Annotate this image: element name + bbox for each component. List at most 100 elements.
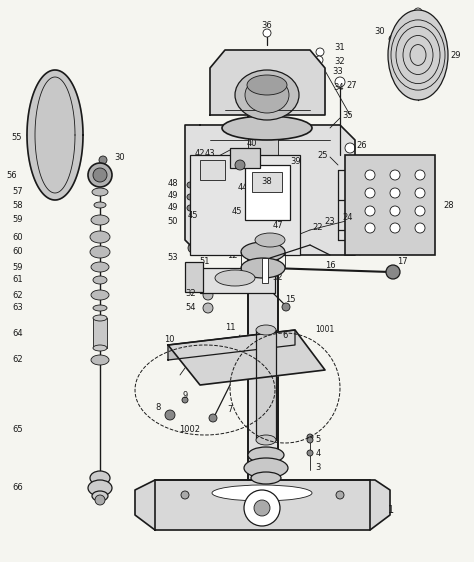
Text: 49: 49: [167, 192, 178, 201]
Bar: [256, 330, 276, 440]
Polygon shape: [168, 330, 325, 385]
Text: 27: 27: [346, 80, 357, 89]
Circle shape: [389, 35, 397, 43]
Text: 18: 18: [245, 265, 255, 274]
Circle shape: [307, 450, 313, 456]
Ellipse shape: [93, 276, 107, 284]
Bar: [248, 105, 278, 480]
Ellipse shape: [88, 163, 112, 187]
Text: 34: 34: [333, 83, 344, 92]
Text: 10: 10: [164, 336, 175, 345]
Circle shape: [316, 68, 324, 76]
Text: 4: 4: [315, 448, 320, 457]
Circle shape: [235, 160, 245, 170]
Ellipse shape: [93, 305, 107, 311]
Ellipse shape: [241, 242, 285, 262]
Text: 7: 7: [228, 406, 233, 415]
Text: 55: 55: [12, 133, 22, 142]
Text: 62: 62: [13, 291, 23, 300]
Text: 43: 43: [205, 148, 215, 157]
Text: 46: 46: [257, 210, 267, 219]
Text: 30: 30: [374, 28, 385, 37]
Text: 6: 6: [282, 330, 287, 339]
Ellipse shape: [91, 215, 109, 225]
Text: 16: 16: [325, 261, 335, 270]
Circle shape: [307, 434, 313, 440]
Text: 22: 22: [313, 224, 323, 233]
Circle shape: [365, 223, 375, 233]
Circle shape: [254, 500, 270, 516]
Text: 3: 3: [315, 464, 321, 473]
Text: 25: 25: [318, 151, 328, 160]
Text: 36: 36: [262, 21, 273, 30]
Ellipse shape: [228, 351, 252, 365]
Text: 38: 38: [262, 178, 273, 187]
Text: 9: 9: [182, 391, 188, 400]
Circle shape: [390, 170, 400, 180]
Text: 28: 28: [443, 201, 454, 210]
Text: 45: 45: [188, 211, 198, 220]
Text: 19: 19: [253, 230, 263, 239]
Ellipse shape: [215, 270, 255, 286]
Ellipse shape: [256, 435, 276, 445]
Circle shape: [415, 170, 425, 180]
Circle shape: [415, 188, 425, 198]
Ellipse shape: [94, 202, 106, 208]
Text: 41: 41: [250, 157, 260, 166]
Bar: [252, 172, 282, 192]
Ellipse shape: [235, 70, 299, 120]
Circle shape: [390, 188, 400, 198]
Circle shape: [188, 243, 198, 253]
Circle shape: [365, 188, 375, 198]
Text: 45: 45: [232, 207, 242, 216]
Ellipse shape: [90, 471, 110, 485]
Ellipse shape: [93, 315, 107, 321]
Text: 1002: 1002: [180, 425, 201, 434]
Text: 2): 2): [249, 451, 258, 460]
Text: 60: 60: [13, 233, 23, 242]
Text: 33: 33: [332, 67, 343, 76]
Circle shape: [365, 206, 375, 216]
Text: 29: 29: [450, 51, 461, 60]
Ellipse shape: [241, 258, 285, 278]
Text: 54: 54: [185, 303, 196, 312]
Text: 52: 52: [273, 273, 283, 282]
Circle shape: [203, 303, 213, 313]
Text: 63: 63: [13, 303, 23, 312]
Text: 64: 64: [13, 329, 23, 338]
Bar: [200, 160, 225, 180]
Text: 57: 57: [13, 188, 23, 197]
Circle shape: [205, 210, 215, 220]
Text: 12: 12: [228, 251, 238, 260]
Text: 56: 56: [7, 170, 18, 179]
Text: 58: 58: [13, 201, 23, 210]
Circle shape: [415, 223, 425, 233]
Bar: [230, 148, 260, 168]
Text: 47: 47: [273, 220, 283, 229]
Text: 23: 23: [325, 217, 335, 226]
Ellipse shape: [251, 472, 281, 484]
Text: 61: 61: [13, 275, 23, 284]
Text: 32: 32: [185, 288, 196, 297]
Circle shape: [244, 490, 280, 526]
Text: 59: 59: [13, 262, 23, 271]
Text: 44: 44: [238, 184, 248, 193]
Ellipse shape: [256, 325, 276, 335]
Circle shape: [209, 414, 217, 422]
Bar: [345, 155, 435, 255]
Text: 21: 21: [285, 230, 295, 239]
Text: 53: 53: [167, 253, 178, 262]
Circle shape: [182, 397, 188, 403]
Text: 15: 15: [285, 296, 295, 305]
Ellipse shape: [255, 233, 285, 247]
Polygon shape: [27, 70, 83, 200]
Circle shape: [345, 143, 355, 153]
Ellipse shape: [91, 290, 109, 300]
Circle shape: [336, 491, 344, 499]
Circle shape: [99, 156, 107, 164]
Text: 62: 62: [13, 356, 23, 365]
Text: 51: 51: [200, 257, 210, 266]
Text: 31: 31: [334, 43, 345, 52]
Circle shape: [315, 82, 323, 90]
Polygon shape: [185, 125, 355, 255]
